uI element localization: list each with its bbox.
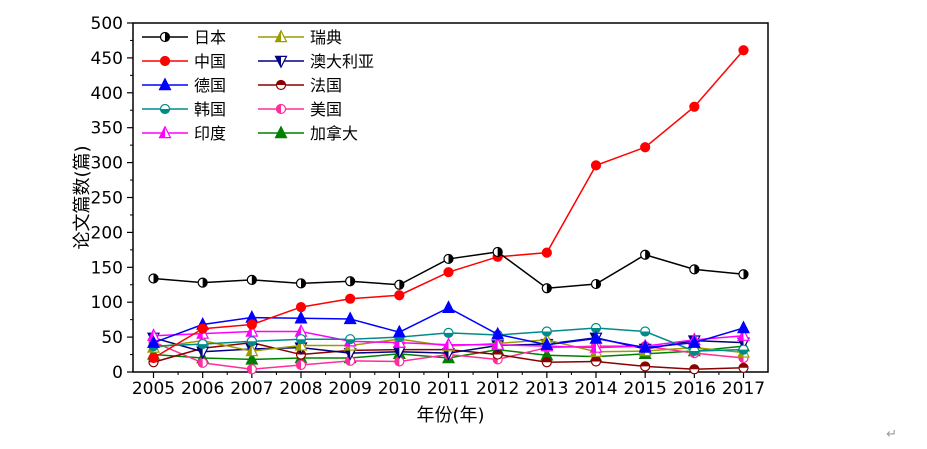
x-tick-label: 2017 — [722, 379, 765, 399]
y-tick-label: 150 — [91, 258, 123, 278]
x-tick-label: 2013 — [525, 379, 568, 399]
legend-item-france: 法国 — [258, 76, 342, 95]
y-tick-label: 50 — [101, 328, 123, 348]
legend-label: 印度 — [194, 124, 226, 143]
y-tick-label: 0 — [112, 363, 123, 383]
y-tick-label: 100 — [91, 293, 123, 313]
x-tick-label: 2009 — [329, 379, 372, 399]
y-tick-label: 300 — [91, 154, 123, 174]
x-tick-label: 2008 — [279, 379, 322, 399]
y-tick-label: 450 — [91, 49, 123, 69]
legend-label: 韩国 — [194, 100, 226, 119]
y-tick-label: 400 — [91, 84, 123, 104]
y-tick-label: 250 — [91, 189, 123, 209]
legend-item-australia: 澳大利亚 — [258, 52, 374, 71]
series-germany — [147, 300, 750, 353]
legend-item-sweden: 瑞典 — [258, 28, 342, 47]
x-tick-label: 2012 — [476, 379, 519, 399]
legend-label: 加拿大 — [310, 124, 358, 143]
legend-label: 日本 — [194, 28, 226, 47]
x-tick-label: 2006 — [181, 379, 224, 399]
legend-item-usa: 美国 — [258, 100, 342, 119]
x-tick-label: 2007 — [230, 379, 273, 399]
legend-label: 中国 — [194, 52, 226, 71]
legend-label: 德国 — [194, 76, 226, 95]
legend-item-india: 印度 — [142, 124, 226, 143]
y-tick-label: 350 — [91, 119, 123, 139]
paragraph-mark-icon: ↵ — [886, 427, 897, 442]
axes: 0 50 100 150 200 250 300 350 400 450 500 2005 2006 20… — [72, 14, 769, 426]
x-axis-title: 年份(年) — [416, 405, 484, 426]
legend-label: 瑞典 — [310, 28, 342, 47]
y-axis-title: 论文篇数(篇) — [72, 145, 93, 249]
x-tick-label: 2016 — [673, 379, 716, 399]
legend-item-canada: 加拿大 — [258, 124, 358, 143]
x-tick-label: 2015 — [624, 379, 667, 399]
x-tick-label: 2014 — [574, 379, 617, 399]
series-china — [148, 45, 749, 364]
legend-item-korea: 韩国 — [142, 100, 226, 119]
legend-label: 法国 — [310, 76, 342, 95]
legend-label: 澳大利亚 — [310, 52, 374, 71]
legend-label: 美国 — [310, 100, 342, 119]
legend-item-china: 中国 — [142, 52, 226, 71]
legend-item-germany: 德国 — [142, 76, 226, 95]
x-tick-label: 2005 — [132, 379, 175, 399]
y-tick-label: 500 — [91, 14, 123, 34]
x-tick-label: 2010 — [378, 379, 421, 399]
series-japan — [148, 246, 749, 294]
x-tick-label: 2011 — [427, 379, 470, 399]
legend-item-japan: 日本 — [142, 28, 226, 47]
y-tick-label: 200 — [91, 223, 123, 243]
